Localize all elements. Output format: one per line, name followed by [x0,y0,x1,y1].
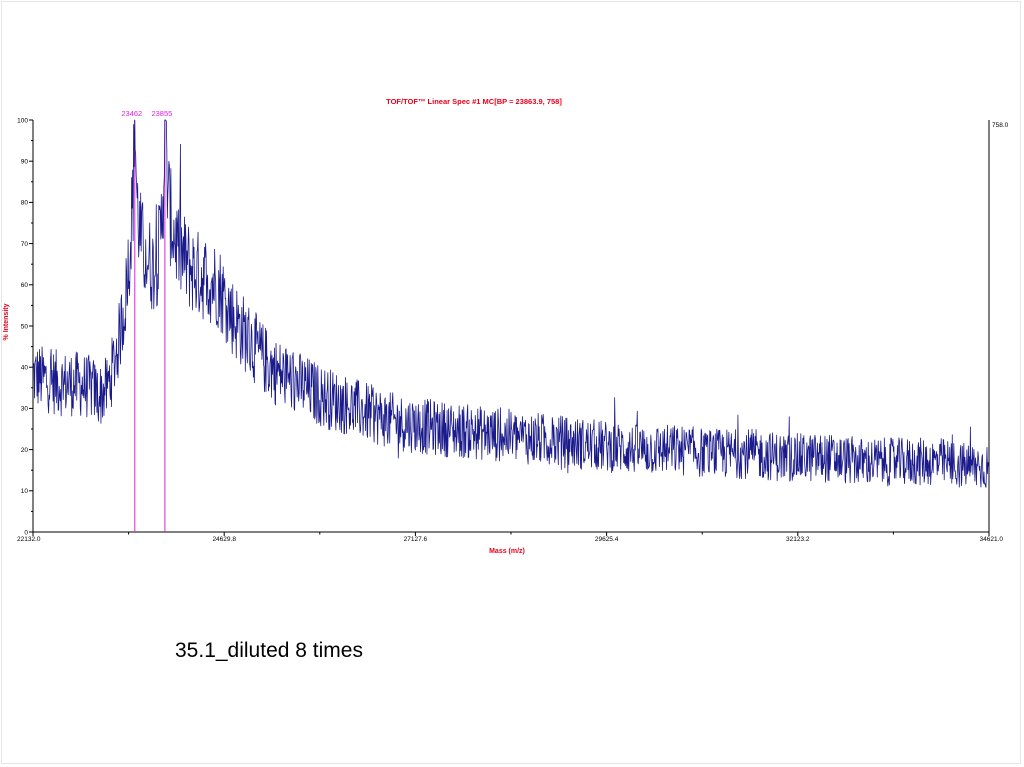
y-tick-label: 10 [21,488,29,495]
y-tick-label: 30 [21,406,29,413]
peak-marker-label: 23462 [121,109,142,118]
peak-markers: 23462 23855 [121,109,172,532]
x-tick-label: 34621.0 [980,536,1004,543]
y-tick-label: 20 [21,447,29,454]
y-tick-label: 60 [21,282,29,289]
x-axis-title: Mass (m/z) [489,548,525,555]
series-layer [32,119,990,488]
x-tick-label: 27127.6 [404,536,428,543]
peak-marker-label: 23855 [151,109,172,118]
x-tick-label: 32123.2 [786,536,810,543]
x-tick-label: 29625.4 [595,536,619,543]
y-tick-label: 70 [21,241,29,248]
spectrum-trace [32,119,990,488]
chart-title: TOF/TOF™ Linear Spec #1 MC[BP = 23863.9,… [386,97,562,106]
y-tick-label: 40 [21,365,29,372]
y-axis-ticks: 0 10 20 30 40 50 60 70 80 90 100 [17,117,33,536]
max-intensity-label: 758.0 [992,122,1009,129]
y-tick-label: 50 [21,323,29,330]
x-tick-label: 24629.8 [212,536,236,543]
slide-caption: 35.1_diluted 8 times [175,639,363,662]
y-tick-label: 90 [21,159,29,166]
y-axis-title: % Intensity [3,303,10,340]
y-tick-label: 0 [24,529,28,536]
x-tick-label: 22132.0 [17,536,41,543]
x-axis-ticks: 22132.0 24629.8 27127.6 29625.4 32123.2 34621… [17,532,1003,543]
y-tick-label: 100 [17,117,28,124]
y-tick-label: 80 [21,200,29,207]
